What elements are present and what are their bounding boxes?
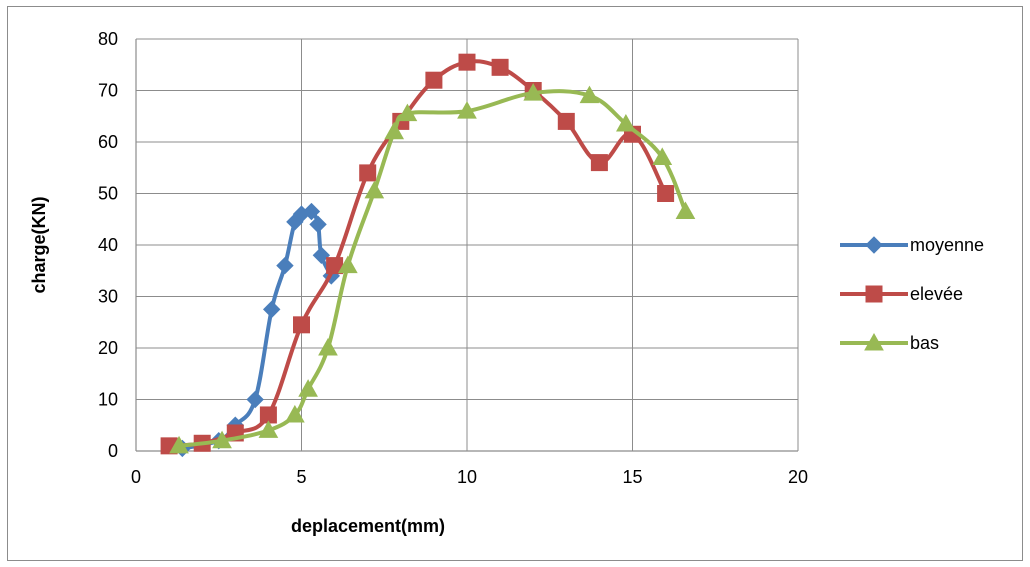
- chart-area: 0 10 20 30 40 50 60 70 80 0 5 10 15 20 deplacement(mm…: [7, 6, 1023, 561]
- legend-item: bas: [840, 333, 939, 353]
- legend-item: elevée: [840, 284, 963, 304]
- data-point: [676, 203, 694, 219]
- data-point: [360, 165, 376, 181]
- data-point: [459, 54, 475, 70]
- y-tick-label: 30: [98, 287, 118, 307]
- x-tick-label: 5: [296, 467, 306, 487]
- data-point: [319, 339, 337, 355]
- x-axis-title: deplacement(mm): [291, 516, 445, 536]
- data-point: [658, 186, 674, 202]
- y-tick-label: 20: [98, 338, 118, 358]
- data-point: [426, 72, 442, 88]
- axes: 0 10 20 30 40 50 60 70 80 0 5 10 15 20: [98, 29, 808, 487]
- y-tick-label: 10: [98, 390, 118, 410]
- data-point: [277, 258, 293, 274]
- line-chart: 0 10 20 30 40 50 60 70 80 0 5 10 15 20 deplacement(mm…: [8, 7, 1024, 562]
- legend-label: moyenne: [910, 235, 984, 255]
- legend: moyenne elevée bas: [840, 235, 984, 353]
- grid: [136, 39, 798, 451]
- x-tick-label: 15: [622, 467, 642, 487]
- y-tick-label: 70: [98, 81, 118, 101]
- x-tick-label: 0: [131, 467, 141, 487]
- data-point: [247, 392, 263, 408]
- data-point: [294, 317, 310, 333]
- data-point: [558, 113, 574, 129]
- legend-marker: [866, 237, 882, 253]
- data-point: [492, 59, 508, 75]
- legend-label: bas: [910, 333, 939, 353]
- x-tick-label: 20: [788, 467, 808, 487]
- legend-label: elevée: [910, 284, 963, 304]
- y-tick-label: 60: [98, 132, 118, 152]
- y-tick-label: 80: [98, 29, 118, 49]
- legend-item: moyenne: [840, 235, 984, 255]
- series-line: [169, 61, 665, 446]
- y-axis-title: charge(KN): [29, 196, 49, 293]
- data-point: [264, 301, 280, 317]
- data-point: [591, 155, 607, 171]
- x-tick-label: 10: [457, 467, 477, 487]
- legend-marker: [866, 286, 882, 302]
- data-point: [365, 182, 383, 198]
- y-tick-label: 50: [98, 184, 118, 204]
- y-tick-label: 0: [108, 441, 118, 461]
- series-0: [174, 204, 339, 457]
- series-layer: [161, 54, 694, 456]
- y-tick-label: 40: [98, 235, 118, 255]
